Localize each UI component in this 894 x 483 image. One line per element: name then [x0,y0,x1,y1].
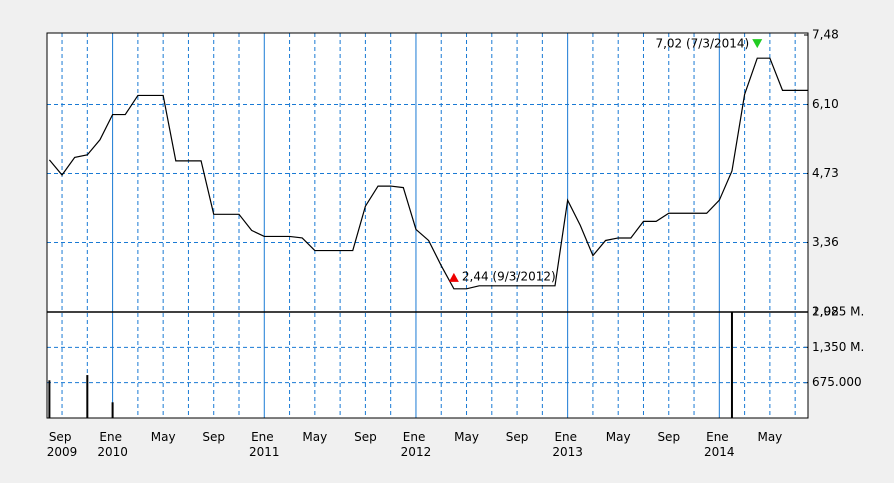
x-tick-label: Sep [202,430,225,444]
annotation-label: 7,02 (7/3/2014) [655,37,749,51]
x-tick-label: Sep 2009 [47,430,78,459]
annotation-marker [448,272,459,282]
x-tick-label: Sep [354,430,377,444]
y-tick-label: 7,48 [812,28,839,42]
y-tick-label: 1,98 [812,305,839,319]
y-tick-label: 2,025 M. [812,305,864,319]
x-tick-label: Ene 2010 [97,430,128,459]
x-tick-label: Ene 2012 [401,430,432,459]
y-tick-label: 3,36 [812,235,839,249]
x-tick-label: May [151,430,176,444]
volume-bar [111,402,114,418]
x-tick-label: Ene 2014 [704,430,735,459]
volume-bar [86,375,89,418]
x-tick-label: May [454,430,479,444]
x-tick-label: Sep [657,430,680,444]
annotation-marker [752,39,763,49]
x-tick-label: Sep [506,430,529,444]
x-tick-label: May [757,430,782,444]
y-tick-label: 1,350 M. [812,340,864,354]
y-tick-label: 6,10 [812,97,839,111]
volume-bar [48,380,51,418]
x-tick-label: May [302,430,327,444]
x-tick-label: Ene 2013 [552,430,583,459]
x-tick-label: May [606,430,631,444]
x-tick-label: Ene 2011 [249,430,280,459]
volume-bar [730,312,733,418]
plot-area [47,33,808,418]
price-line [48,57,808,290]
y-tick-label: 675.000 [812,375,862,389]
annotation-label: 2,44 (9/3/2012) [462,269,556,283]
plot-border [46,32,809,419]
y-tick-label: 4,73 [812,166,839,180]
